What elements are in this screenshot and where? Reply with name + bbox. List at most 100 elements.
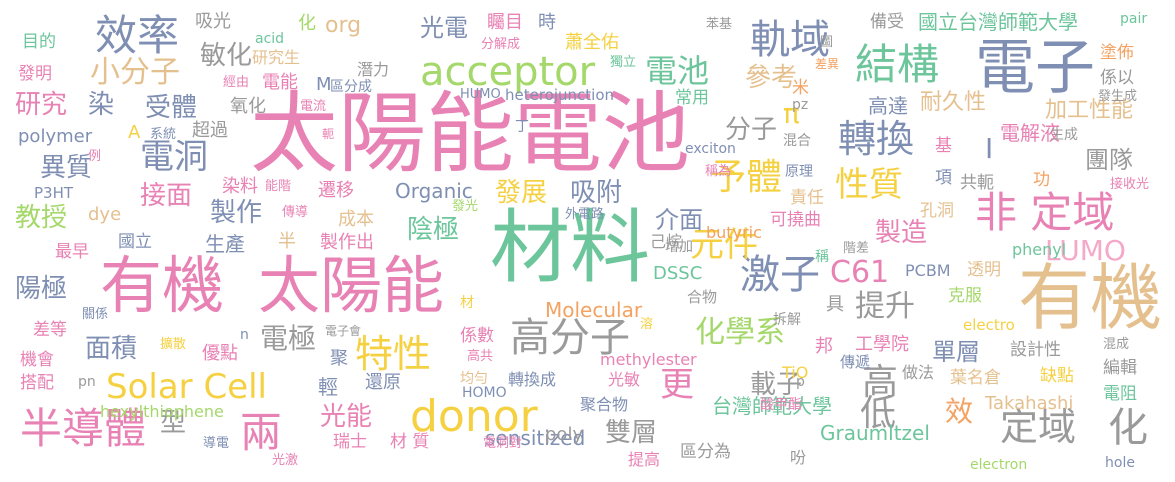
word: 更 [660, 365, 694, 405]
word: 具 [826, 294, 844, 315]
word: 光電 [420, 14, 468, 42]
word: 責任 [790, 188, 824, 208]
word: 高分子 [510, 315, 630, 361]
word: 研究生 [252, 48, 301, 67]
word: 苯基 [706, 17, 733, 32]
word: P3HT [34, 184, 74, 202]
word: 教授 [15, 203, 68, 233]
word: 差等 [33, 320, 67, 340]
word: 介面 [655, 206, 703, 234]
word: 透明 [967, 260, 1001, 280]
word: 太陽能電池 [250, 82, 691, 185]
word: 最早 [55, 242, 89, 262]
word: 予體 [710, 157, 783, 198]
word: 電流 [300, 99, 327, 114]
word: 高 [862, 362, 899, 403]
word: heterojunction [505, 86, 615, 104]
word: 定域 [1000, 405, 1077, 449]
word: dye [88, 204, 122, 225]
word: 原理 [785, 164, 813, 180]
word: 混合 [783, 133, 811, 149]
word: pz [792, 97, 809, 113]
word: 獨立 [610, 55, 637, 70]
word: electro [963, 316, 1015, 334]
word: 耐久性 [920, 90, 987, 115]
word: acceptor [420, 49, 596, 95]
word: 轉換成 [508, 370, 557, 389]
word: 矚目 [487, 12, 523, 33]
word: C61 [830, 255, 890, 290]
word: 常用 [675, 88, 709, 108]
word: 瑞士 [333, 432, 367, 452]
word: 塗佈 [1100, 43, 1134, 63]
word: A [128, 122, 141, 143]
word: 效率 [95, 11, 180, 60]
word: 潛力 [357, 60, 390, 79]
word: M [316, 74, 332, 95]
word: 半 [278, 231, 296, 252]
word: 電阻 [1103, 384, 1137, 404]
word: 材料 [490, 201, 650, 294]
word: 發生成 [1098, 89, 1138, 104]
word: 生產 [205, 232, 245, 256]
word: 陽極 [15, 274, 68, 304]
word: 超過 [192, 120, 228, 141]
word: 蕭全佑 [565, 32, 619, 53]
word: 機會 [20, 350, 54, 370]
word: 敏化 [200, 41, 253, 71]
word: Molecular [545, 298, 643, 322]
word: Solar Cell [106, 367, 268, 407]
word: 編輯 [1103, 358, 1137, 378]
word: 做法 [902, 363, 935, 382]
word: 功 [1033, 170, 1050, 190]
word: 電解液 [1000, 121, 1060, 145]
word: pair [1120, 11, 1148, 27]
word: phenyl [1012, 240, 1067, 259]
word: 例 [88, 149, 102, 164]
word: 遷移 [318, 180, 354, 201]
word: 酸甲酯 [760, 397, 802, 413]
word: acid [255, 31, 285, 47]
word: pn [78, 374, 96, 390]
word: 孔洞 [920, 201, 954, 221]
word: 發光 [452, 199, 479, 214]
word: 階差 [843, 241, 870, 256]
word: 系統 [150, 127, 177, 142]
word: polymer [18, 126, 93, 147]
word: 高共 [467, 349, 494, 364]
word: 面積 [85, 334, 138, 364]
word: 生成 [1050, 127, 1078, 143]
word: 國立台灣師範大學 [918, 10, 1078, 34]
word: 團隊 [1085, 146, 1133, 174]
word: butyric [706, 223, 762, 242]
word: 吸附 [570, 178, 623, 208]
word: π [783, 97, 800, 130]
word: 邦 [815, 336, 833, 357]
word: 吩 [790, 448, 807, 467]
word: exciton [685, 141, 736, 157]
word: 結構 [855, 40, 940, 89]
word: hole [1105, 455, 1135, 471]
word: 葉名倉 [950, 368, 1001, 388]
word: 區分成 [330, 79, 372, 95]
word: 優點 [202, 343, 238, 364]
word: 染 [88, 90, 115, 120]
word: 研究 [15, 90, 68, 120]
word: 台灣師範大學 [712, 394, 832, 418]
word: Takahashi [985, 393, 1074, 414]
word: 製作 [210, 198, 263, 228]
word: I [985, 132, 994, 165]
word: 輕 [318, 375, 338, 399]
word: 溶 [640, 317, 654, 332]
word: 均勻 [460, 371, 488, 387]
word: 係以 [1100, 68, 1134, 88]
word: 搭配 [20, 373, 54, 393]
word: 電子會 [325, 324, 362, 338]
word: 小分子 [90, 55, 180, 90]
word: 係數 [460, 326, 494, 346]
word: 化學系 [695, 315, 785, 350]
word: PCBM [905, 261, 951, 280]
word: 製作出 [320, 232, 374, 253]
word: 載子 [750, 370, 803, 400]
word: 電能 [262, 72, 298, 93]
